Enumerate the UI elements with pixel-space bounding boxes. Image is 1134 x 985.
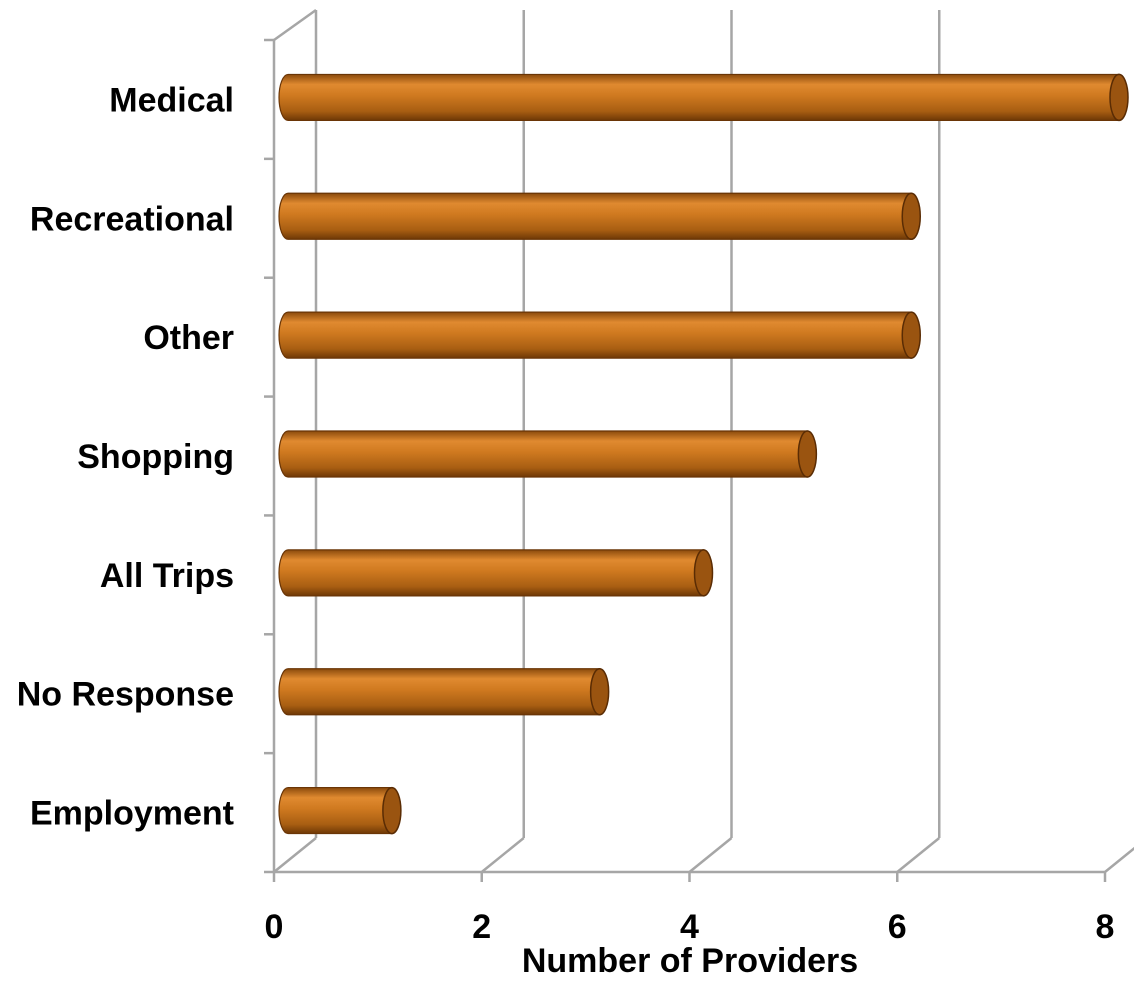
bar-body xyxy=(278,549,705,597)
y-category-label-employment: Employment xyxy=(30,795,234,833)
bar-body xyxy=(278,430,808,478)
y-category-label-recreational: Recreational xyxy=(30,200,234,238)
bar-end-cap xyxy=(901,192,921,241)
bar-body xyxy=(278,668,601,716)
bar-all-trips xyxy=(278,549,714,597)
bar-end-cap xyxy=(797,430,818,478)
y-category-label-shopping: Shopping xyxy=(77,438,234,476)
x-tick-label-4: 4 xyxy=(680,908,699,946)
floor-diagonal-4 xyxy=(688,837,733,873)
y-category-label-all-trips: All Trips xyxy=(100,557,234,595)
bar-employment xyxy=(278,786,402,835)
x-axis-title: Number of Providers xyxy=(522,942,858,980)
floor-diagonal-8 xyxy=(1104,846,1134,873)
bar-shopping xyxy=(278,430,818,478)
bar-end-cap xyxy=(1109,73,1129,122)
bar-body xyxy=(278,192,912,240)
x-tick-label-8: 8 xyxy=(1096,908,1115,946)
x-tick-label-2: 2 xyxy=(472,908,491,946)
bar-body xyxy=(278,786,393,835)
x-tick-label-0: 0 xyxy=(265,908,284,946)
bar-medical xyxy=(278,73,1129,122)
bar-end-cap xyxy=(693,549,714,597)
bar-body xyxy=(278,311,912,359)
bar-end-cap xyxy=(901,311,921,359)
labels: 0 2 4 6 8 Medical Recreational Other Shopping All… xyxy=(17,81,1115,946)
floor-diagonal-2 xyxy=(480,837,525,873)
bars xyxy=(278,73,1129,835)
side-wall-top-edge xyxy=(273,8,317,42)
axes xyxy=(264,8,1107,882)
bar-other xyxy=(278,311,921,359)
bar-end-cap xyxy=(589,667,610,716)
floor-diagonal-0 xyxy=(273,837,317,873)
bar-body xyxy=(278,73,1120,122)
bar-recreational xyxy=(278,192,921,241)
bar-end-cap xyxy=(382,786,402,835)
y-category-label-medical: Medical xyxy=(109,81,234,119)
y-category-label-no-response: No Response xyxy=(17,676,234,714)
bar-no-response xyxy=(278,667,610,716)
y-category-label-other: Other xyxy=(143,319,234,357)
floor-diagonal-6 xyxy=(896,837,941,873)
x-tick-label-6: 6 xyxy=(888,908,907,946)
